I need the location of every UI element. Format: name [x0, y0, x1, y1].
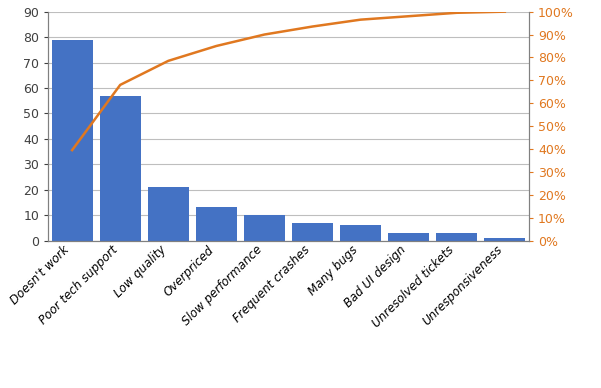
Bar: [292, 223, 333, 241]
Bar: [100, 95, 141, 241]
Bar: [436, 233, 477, 241]
Bar: [340, 225, 381, 241]
Bar: [52, 40, 93, 241]
Bar: [484, 238, 525, 241]
Bar: [196, 208, 237, 241]
Bar: [244, 215, 285, 241]
Bar: [148, 187, 189, 241]
Bar: [388, 233, 429, 241]
